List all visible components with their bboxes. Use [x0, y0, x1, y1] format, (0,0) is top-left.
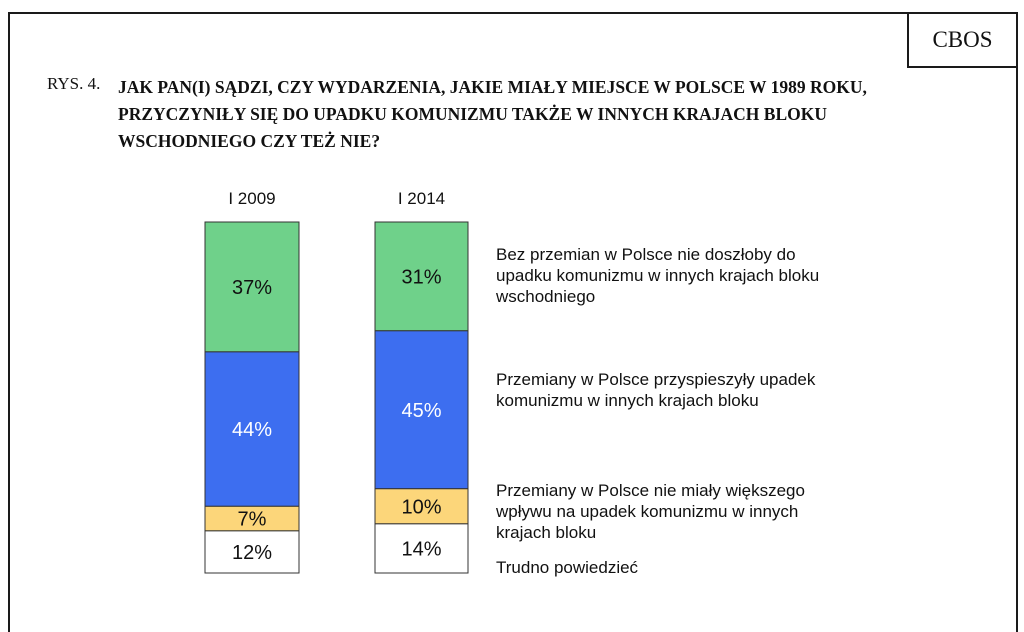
bar-segment — [204, 351, 300, 507]
stacked-bar-chart: I 2009 37% 44% 7% 12% I 2014 31% 45% 10% 14% — [204, 189, 469, 574]
legend-item-no-collapse: Bez przemian w Polsce nie doszłoby do up… — [496, 245, 820, 306]
category-label: I 2014 — [398, 189, 445, 208]
data-label: 31% — [401, 266, 441, 288]
bar-segment — [374, 488, 469, 525]
bar-segment — [374, 523, 469, 574]
bar-segment — [204, 221, 300, 353]
data-label: 10% — [401, 496, 441, 518]
category-label: I 2009 — [228, 189, 275, 208]
data-label: 37% — [232, 277, 272, 299]
data-label: 12% — [232, 542, 272, 564]
bar-segment — [374, 330, 469, 490]
legend-item-accelerated: Przemiany w Polsce przyspieszyły upadek … — [496, 370, 816, 410]
bar-segment — [204, 530, 300, 574]
figure-title: JAK PAN(I) SĄDZI, CZY WYDARZENIA, JAKIE … — [118, 77, 867, 151]
data-label: 45% — [401, 400, 441, 422]
bar-segment — [204, 505, 300, 532]
legend-item-no-influence: Przemiany w Polsce nie miały większego w… — [496, 481, 805, 542]
legend-item-hard-to-say: Trudno powiedzieć — [496, 558, 639, 577]
figure-frame — [8, 12, 1018, 632]
data-label: 14% — [401, 538, 441, 560]
bar-segment — [374, 221, 469, 332]
source-label: CBOS — [907, 12, 1018, 68]
data-label: 7% — [238, 509, 267, 531]
figure-number: RYS. 4. — [47, 74, 101, 93]
data-label: 44% — [232, 419, 272, 441]
